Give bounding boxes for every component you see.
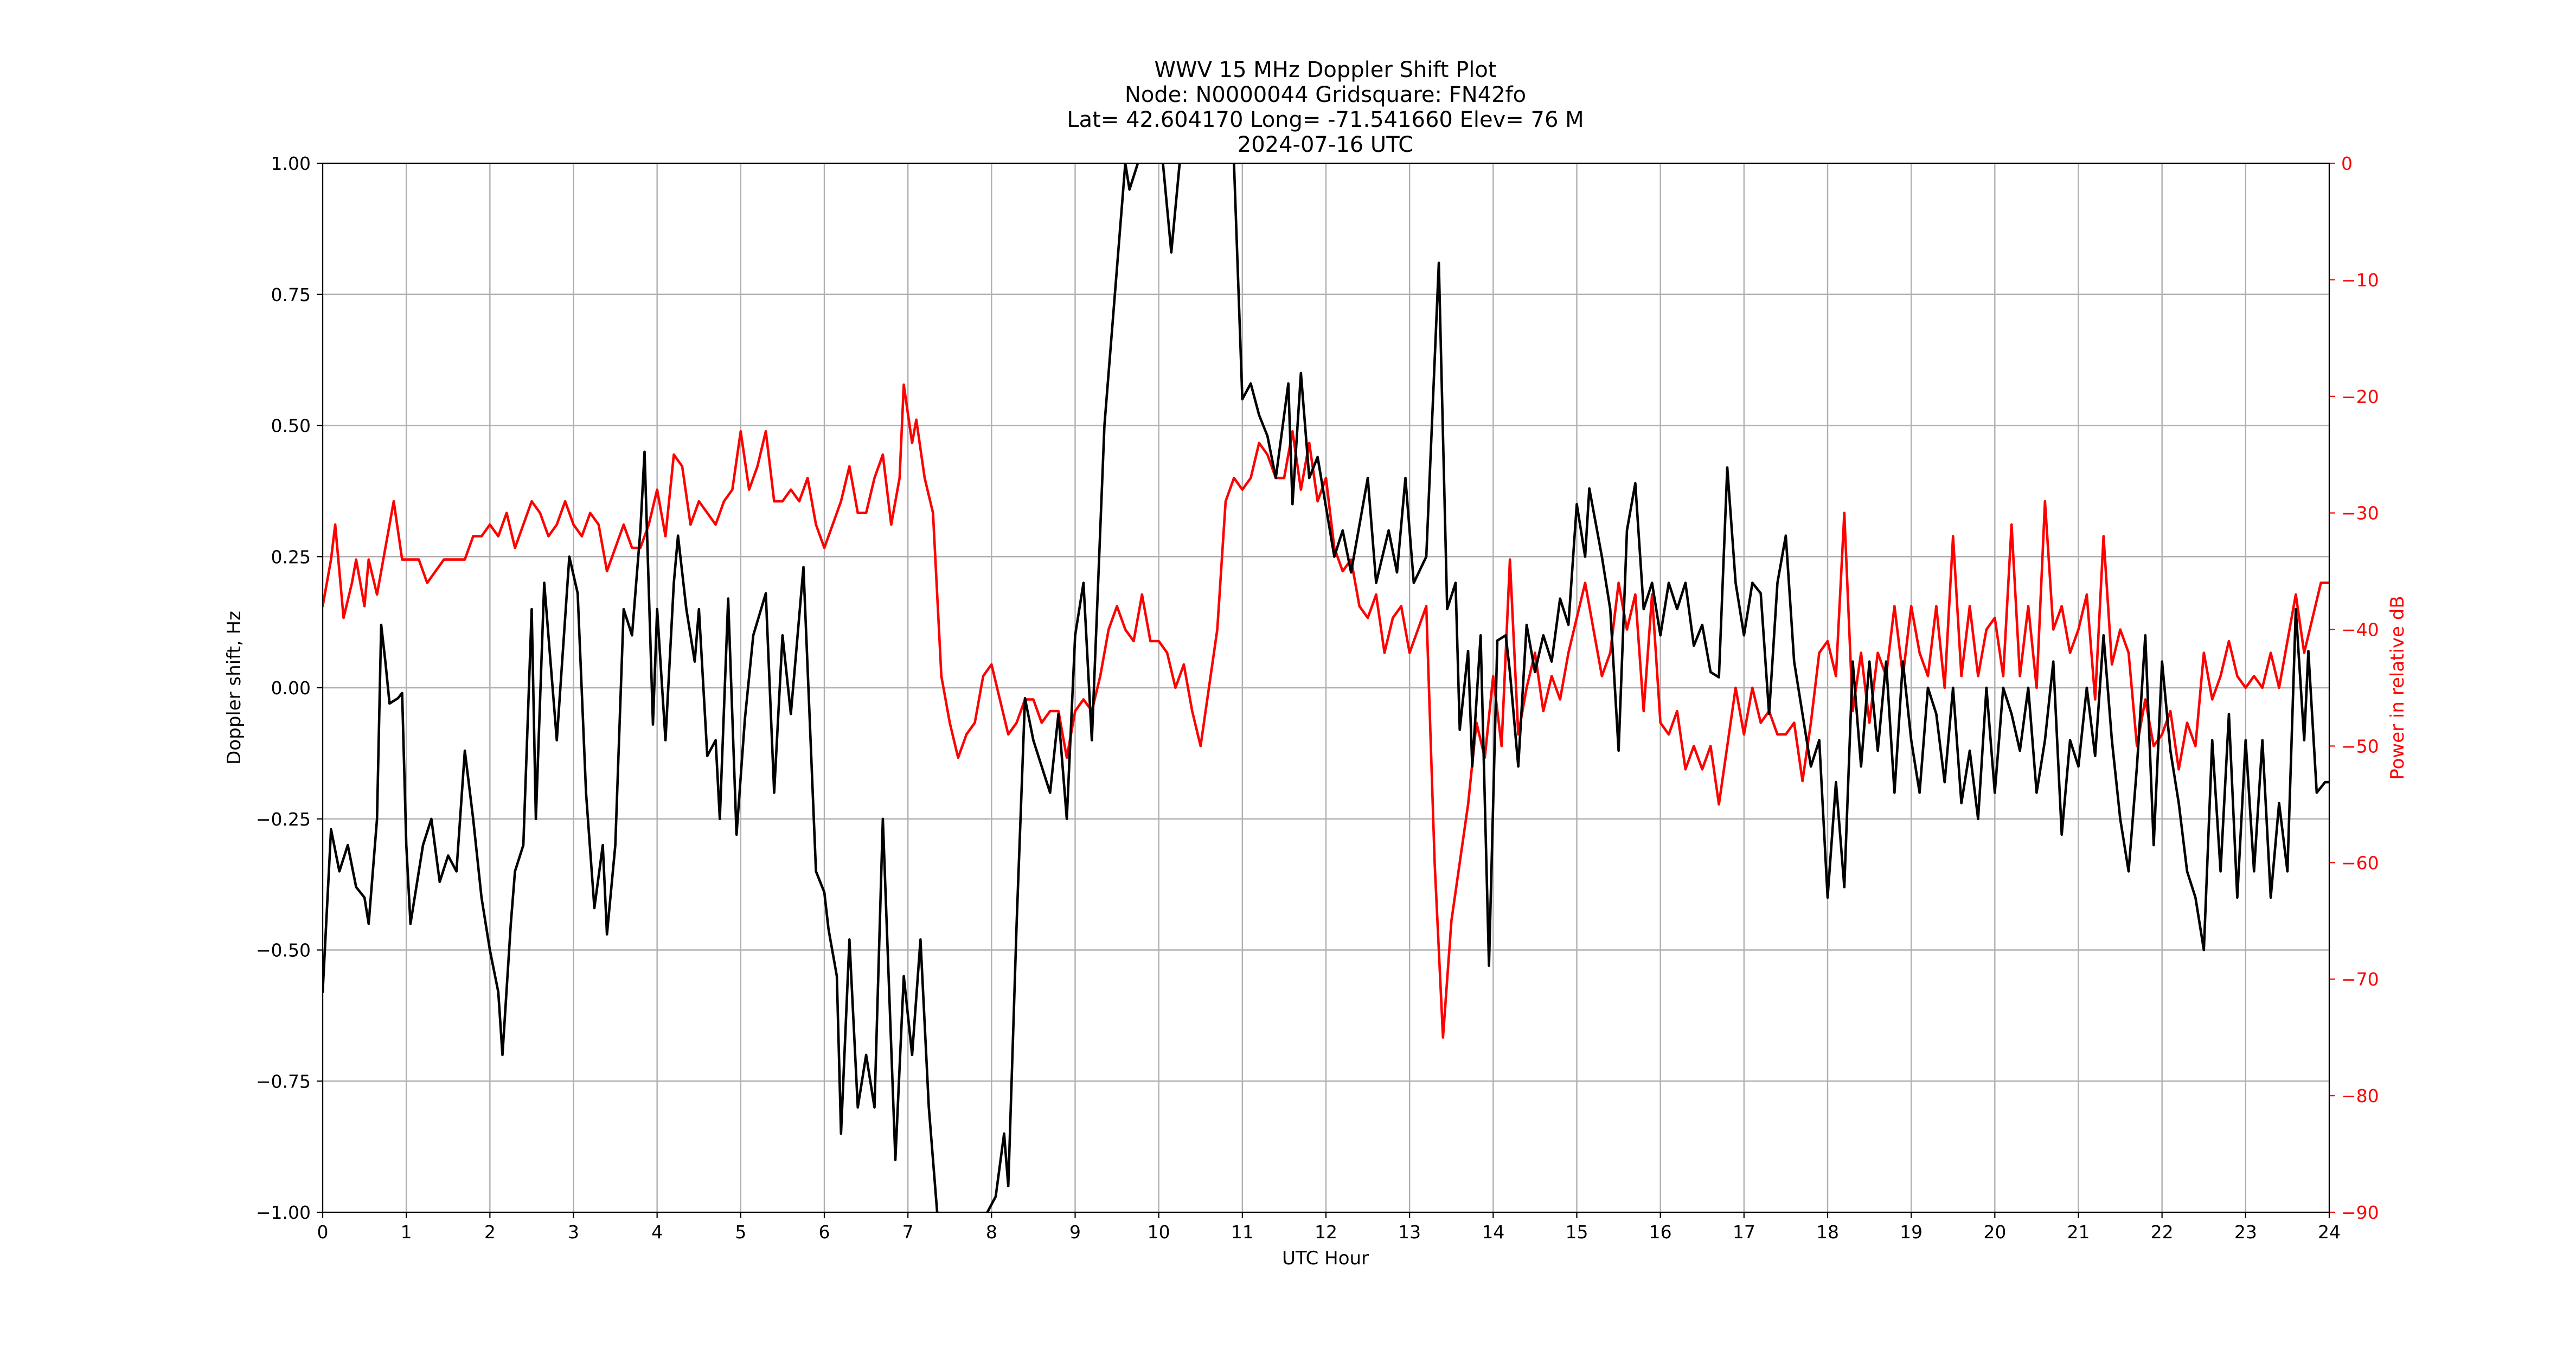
title-line-2: Node: N0000044 Gridsquare: FN42fo [1125, 82, 1526, 107]
x-tick-label: 0 [317, 1221, 329, 1243]
y-tick-label-right: −40 [2341, 619, 2379, 641]
ticks: 0 1 2 3 4 5 6 7 8 9 10 11 12 13 14 15 16 17 18 19 20 21 22 23 24… [256, 153, 2379, 1243]
y-axis-label-left: Doppler shift, Hz [223, 611, 245, 765]
x-tick-label: 16 [1649, 1221, 1672, 1243]
chart-title: WWV 15 MHz Doppler Shift Plot Node: N000… [1067, 57, 1584, 157]
y-tick-label-left: −0.25 [256, 809, 311, 830]
plot-frame [322, 162, 2330, 1213]
x-tick-label: 11 [1231, 1221, 1254, 1243]
y-tick-label-right: −30 [2341, 503, 2379, 524]
x-tick-label: 2 [484, 1221, 496, 1243]
y-tick-label-right: −90 [2341, 1202, 2379, 1223]
title-line-4: 2024-07-16 UTC [1238, 132, 1413, 157]
x-tick-label: 6 [819, 1221, 830, 1243]
x-tick-label: 21 [2067, 1221, 2090, 1243]
x-axis-label: UTC Hour [1282, 1248, 1369, 1269]
power-series-line [323, 383, 2329, 1039]
x-tick-label: 8 [986, 1221, 997, 1243]
x-tick-label: 22 [2151, 1221, 2174, 1243]
x-tick-label: 5 [735, 1221, 746, 1243]
x-tick-label: 20 [1983, 1221, 2006, 1243]
y-tick-label-left: 1.00 [271, 153, 311, 174]
x-tick-label: 24 [2318, 1221, 2341, 1243]
x-tick-label: 9 [1069, 1221, 1081, 1243]
y-tick-label-left: 0.00 [271, 677, 311, 699]
x-tick-label: 14 [1482, 1221, 1504, 1243]
y-tick-label-right: −80 [2341, 1085, 2379, 1106]
x-tick-label: 17 [1733, 1221, 1755, 1243]
x-tick-label: 3 [568, 1221, 579, 1243]
doppler-series-line [1233, 163, 2329, 967]
y-tick-label-left: −0.50 [256, 940, 311, 961]
x-tick-label: 4 [651, 1221, 663, 1243]
x-tick-label: 19 [1900, 1221, 1923, 1243]
y-tick-label-left: 0.50 [271, 415, 311, 437]
x-tick-label: 23 [2234, 1221, 2257, 1243]
x-tick-label: 13 [1398, 1221, 1421, 1243]
y-tick-label-right: −50 [2341, 735, 2379, 757]
y-axis-label-right: Power in relative dB [2387, 596, 2408, 779]
x-tick-label: 12 [1315, 1221, 1337, 1243]
title-line-3: Lat= 42.604170 Long= -71.541660 Elev= 76… [1067, 107, 1584, 132]
y-tick-label-right: −60 [2341, 852, 2379, 873]
y-tick-label-left: −1.00 [256, 1202, 311, 1223]
x-tick-label: 18 [1816, 1221, 1839, 1243]
doppler-series-line [1162, 163, 1181, 254]
y-tick-label-left: −0.75 [256, 1071, 311, 1092]
doppler-series-line [323, 450, 939, 1212]
y-tick-label-left: 0.25 [271, 546, 311, 567]
x-tick-label: 10 [1148, 1221, 1170, 1243]
y-tick-label-right: 0 [2341, 153, 2353, 174]
y-tick-label-right: −70 [2341, 969, 2379, 990]
y-tick-label-right: −10 [2341, 270, 2379, 291]
title-line-1: WWV 15 MHz Doppler Shift Plot [1154, 57, 1496, 82]
y-tick-label-left: 0.75 [271, 284, 311, 305]
doppler-series-line [986, 163, 1139, 1212]
x-tick-label: 1 [401, 1221, 412, 1243]
x-tick-label: 15 [1566, 1221, 1588, 1243]
x-tick-label: 7 [902, 1221, 914, 1243]
series-layer [323, 163, 2329, 1212]
y-tick-label-right: −20 [2341, 386, 2379, 407]
